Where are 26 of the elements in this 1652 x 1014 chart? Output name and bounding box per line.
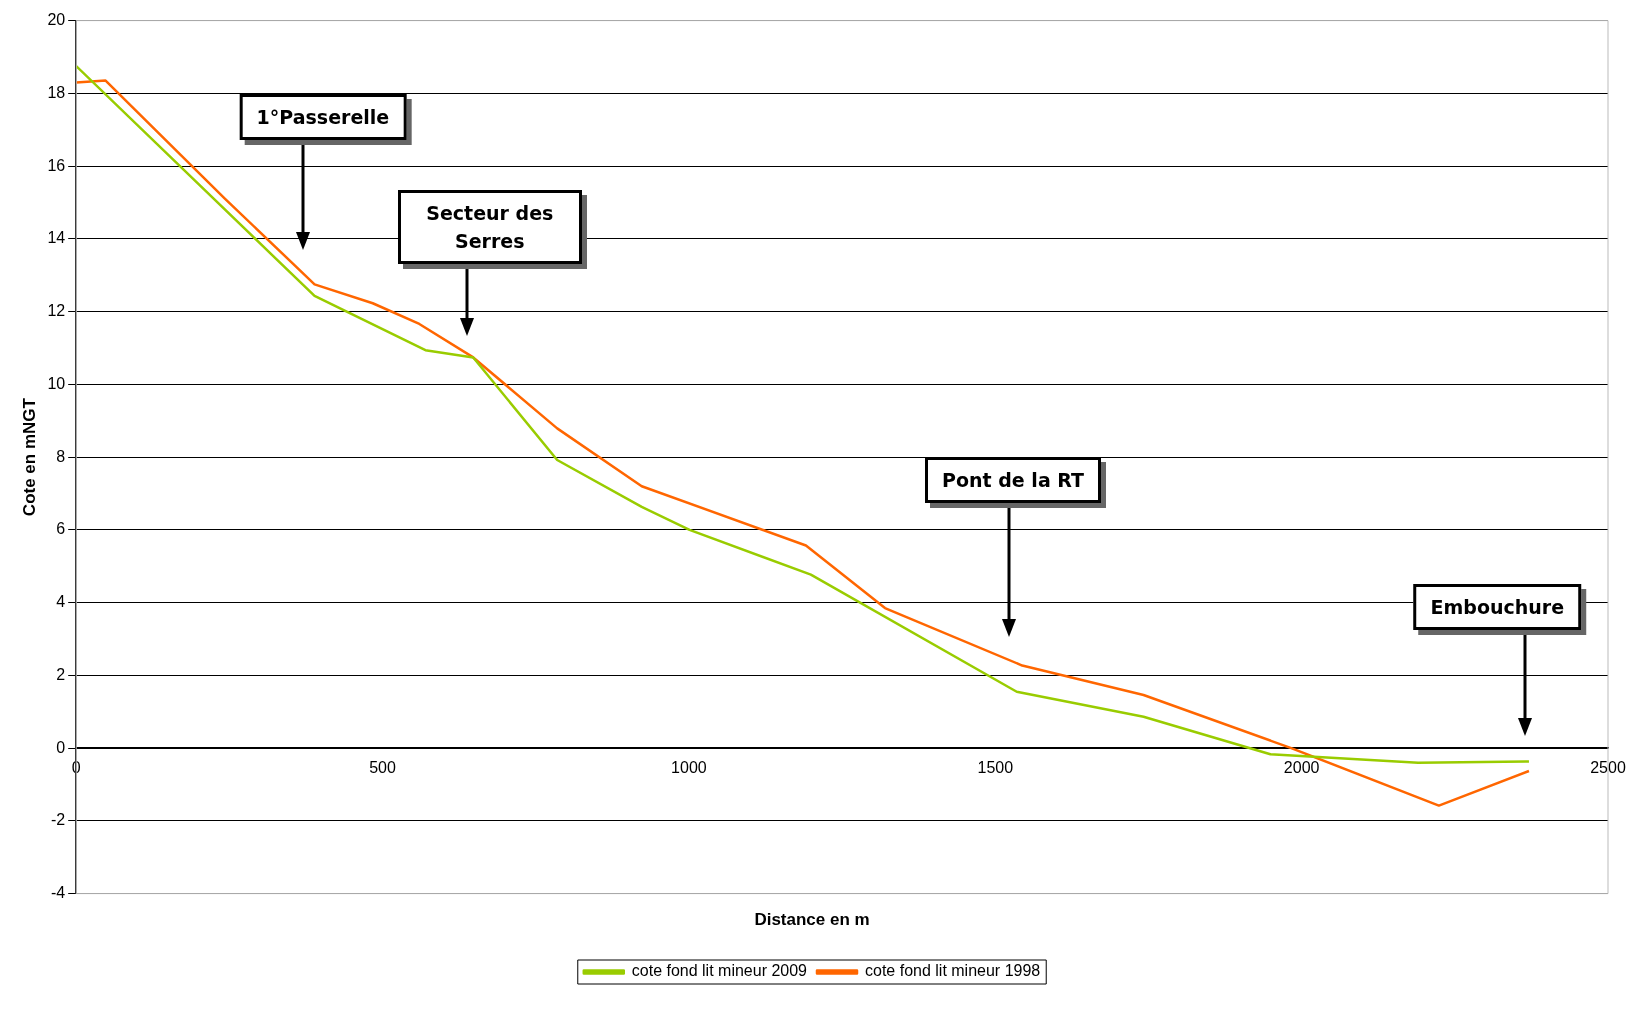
- x-tick-label: 500: [369, 759, 396, 777]
- annotation: Pont de la RT: [925, 456, 1102, 503]
- x-axis-title: Distance en m: [754, 909, 870, 929]
- x-tick-label: 1500: [977, 759, 1014, 777]
- annotation: Embouchure: [1413, 583, 1582, 630]
- y-tick-label: 18: [47, 83, 66, 101]
- y-tick-label: 12: [47, 302, 66, 320]
- x-tick-label: 1000: [671, 759, 707, 777]
- y-tick-label: 4: [56, 593, 66, 611]
- y-tick-label: 0: [56, 738, 66, 756]
- annotation: 1°Passerelle: [239, 94, 407, 141]
- legend-label: cote fond lit mineur 1998: [865, 962, 1041, 980]
- x-tick-label: 2500: [1590, 759, 1626, 777]
- y-tick-label: 10: [47, 374, 66, 392]
- y-tick-label: -2: [50, 811, 66, 829]
- y-tick-label: 16: [47, 156, 66, 174]
- y-axis-title: Cote en mNGT: [19, 397, 39, 517]
- y-tick-label: 14: [47, 229, 66, 247]
- y-tick-label: -4: [50, 884, 66, 902]
- y-tick-label: 20: [47, 11, 66, 29]
- y-tick-label: 2: [56, 665, 66, 683]
- y-tick-label: 6: [56, 520, 66, 538]
- annotation: Secteur des Serres: [397, 189, 582, 264]
- x-tick-label: 2000: [1283, 759, 1320, 777]
- y-tick-label: 8: [56, 447, 66, 465]
- legend-label: cote fond lit mineur 2009: [631, 962, 808, 980]
